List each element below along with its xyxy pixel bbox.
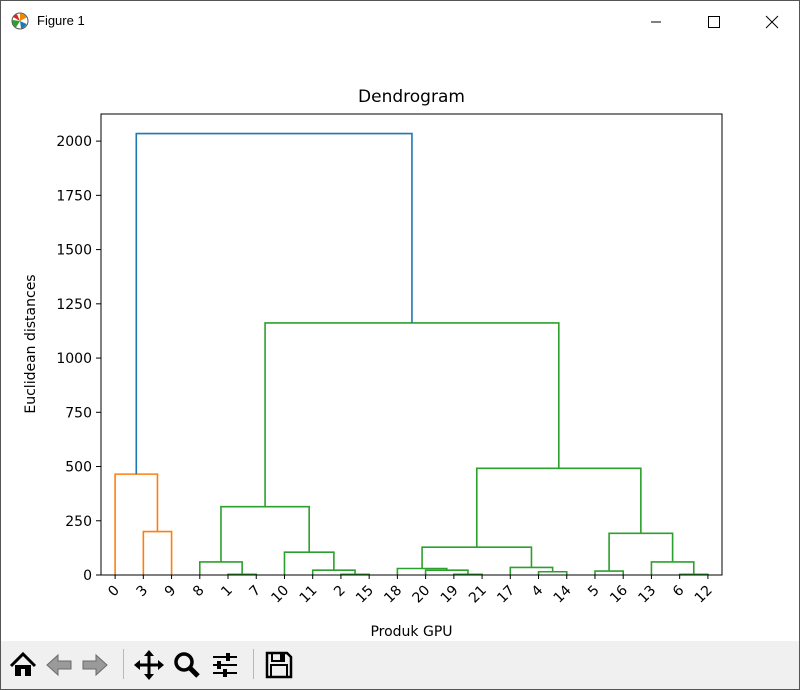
back-icon [46, 653, 72, 677]
leaf-label: 20 [410, 583, 434, 607]
save-button[interactable] [263, 647, 295, 683]
y-tick-label: 2000 [56, 134, 92, 150]
x-axis-label: Produk GPU [370, 624, 452, 640]
forward-button[interactable] [79, 647, 111, 683]
dendrogram-links [114, 132, 709, 576]
leaf-label: 10 [268, 583, 292, 607]
minimize-icon [651, 21, 661, 23]
dendrogram-link-19 [264, 322, 560, 507]
leaf-label: 13 [635, 583, 659, 607]
dendrogram-link-0 [114, 473, 159, 575]
leaf-label: 18 [381, 583, 405, 607]
configure-subplots-icon [213, 653, 237, 677]
leaf-label: 0 [105, 583, 123, 601]
dendrogram-link-6 [283, 551, 335, 575]
y-tick-label: 500 [65, 460, 92, 476]
figure-canvas: 0 250 500 750 1000 1250 1500 1750 2000 0 3 9 8 1 7 10 1… [1, 41, 799, 641]
y-axis-label: Euclidean distances [23, 274, 39, 413]
forward-icon [82, 653, 108, 677]
leaf-label: 14 [551, 582, 575, 606]
dendrogram-link-16 [650, 561, 695, 575]
leaf-label: 16 [607, 582, 631, 606]
y-tick-label: 750 [65, 405, 92, 421]
minimize-button[interactable] [641, 9, 671, 35]
y-axis: 0 250 500 750 1000 1250 1500 1750 2000 [56, 134, 101, 584]
leaf-label: 9 [162, 583, 180, 601]
dendrogram-link-11 [537, 570, 568, 575]
toolbar-separator [123, 649, 124, 679]
dendrogram-link-10 [396, 567, 448, 575]
close-button[interactable] [757, 9, 787, 35]
leaf-label: 1 [218, 583, 236, 601]
y-tick-label: 250 [65, 514, 92, 530]
leaf-label: 17 [494, 583, 518, 607]
dendrogram-link-20 [135, 132, 413, 475]
y-tick-label: 0 [83, 568, 92, 584]
zoom-icon [174, 652, 200, 678]
leaf-label: 4 [529, 582, 547, 600]
leaf-label: 21 [466, 583, 490, 607]
leaf-label: 8 [190, 583, 208, 601]
leaf-label: 19 [438, 583, 462, 607]
leaf-label: 11 [297, 583, 321, 607]
axes-frame [100, 113, 723, 576]
dendrogram-link-13 [421, 546, 533, 569]
x-axis: 0 3 9 8 1 7 10 11 2 15 18 20 19 21 17 4 14 5 16 13 6 12 [105, 575, 716, 607]
pan-button[interactable] [133, 647, 165, 683]
dendrogram-link-17 [608, 532, 674, 572]
configure-subplots-button[interactable] [209, 647, 241, 683]
window-title: Figure 1 [37, 13, 85, 28]
leaf-label: 12 [692, 583, 716, 607]
title-bar: Figure 1 [1, 1, 799, 41]
dendrogram-link-7 [220, 505, 310, 562]
y-tick-label: 1000 [56, 351, 92, 367]
chart-title: Dendrogram [358, 87, 465, 107]
dendrogram-link-1 [142, 530, 173, 575]
matplotlib-icon [11, 12, 29, 30]
home-icon [9, 651, 37, 676]
leaf-label: 6 [670, 582, 688, 600]
y-tick-label: 1500 [56, 243, 92, 259]
navigation-toolbar [1, 641, 799, 689]
leaf-label: 15 [353, 583, 377, 607]
zoom-button[interactable] [171, 647, 203, 683]
back-button[interactable] [43, 647, 75, 683]
leaf-label: 3 [134, 583, 152, 601]
dendrogram-link-18 [475, 467, 642, 548]
save-icon [265, 651, 293, 679]
dendrogram-link-3 [198, 561, 243, 575]
home-button[interactable] [7, 647, 39, 683]
y-tick-label: 1750 [56, 188, 92, 204]
toolbar-separator [253, 649, 254, 679]
maximize-icon [708, 16, 720, 28]
leaf-label: 5 [585, 583, 603, 601]
leaf-label: 7 [246, 583, 264, 601]
close-icon [765, 15, 779, 29]
pan-icon [134, 650, 164, 680]
y-tick-label: 1250 [56, 297, 92, 313]
dendrogram-link-14 [594, 570, 625, 575]
leaf-label: 2 [331, 583, 349, 601]
maximize-button[interactable] [699, 9, 729, 35]
